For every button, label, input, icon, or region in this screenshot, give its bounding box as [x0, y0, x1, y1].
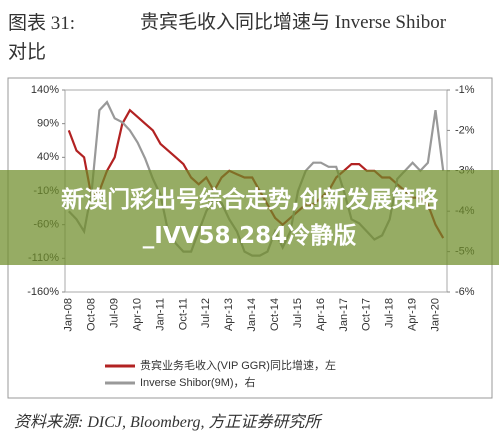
- figure-label: 图表 31:: [8, 13, 76, 34]
- y2-tick-label: -6%: [455, 286, 475, 298]
- legend-label: 贵宾业务毛收入(VIP GGR)同比增速，左: [140, 358, 336, 372]
- x-tick-label: Oct-14: [269, 298, 281, 331]
- chart-title: 贵宾毛收入同比增速与 Inverse Shibor 对比: [8, 12, 447, 63]
- x-tick-label: Jan-14: [246, 298, 258, 332]
- y2-tick-label: -1%: [455, 84, 475, 96]
- x-tick-label: Jul-09: [109, 298, 121, 328]
- x-tick-label: Apr-19: [407, 298, 419, 331]
- x-tick-label: Apr-10: [131, 298, 143, 331]
- x-tick-label: Oct-17: [361, 298, 373, 331]
- x-tick-label: Jul-18: [384, 298, 396, 328]
- y-tick-label: -160%: [27, 286, 59, 298]
- x-tick-label: Jan-20: [429, 298, 441, 332]
- x-tick-label: Apr-13: [223, 298, 235, 331]
- legend-label: Inverse Shibor(9M)，右: [140, 375, 256, 389]
- x-tick-label: Oct-08: [86, 298, 98, 331]
- x-tick-label: Jan-11: [154, 298, 166, 331]
- x-tick-label: Jan-08: [63, 298, 75, 332]
- y-tick-label: 140%: [31, 84, 59, 96]
- source: 资料来源: DICJ, Bloomberg, 方正证券研究所: [14, 414, 321, 431]
- y-tick-label: 90%: [37, 118, 59, 130]
- x-tick-label: Apr-16: [315, 298, 327, 331]
- x-tick-label: Jul-12: [200, 298, 212, 328]
- y2-tick-label: -2%: [455, 124, 475, 136]
- x-tick-label: Jul-15: [292, 298, 304, 328]
- y-tick-label: 40%: [37, 151, 59, 163]
- x-tick-label: Jan-17: [338, 298, 350, 332]
- overlay-banner: 新澳门彩出号综合走势,创新发展策略_IVV58.284冷静版: [0, 170, 499, 265]
- x-tick-label: Oct-11: [177, 298, 189, 330]
